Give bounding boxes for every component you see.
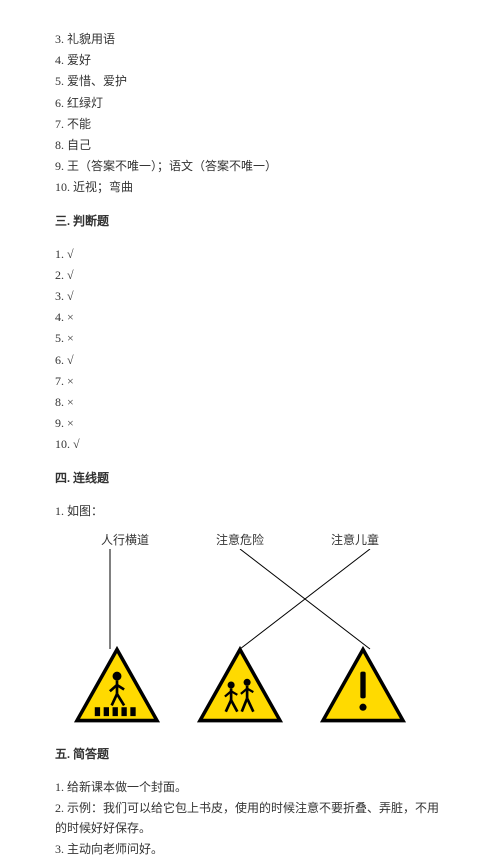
answer-line: 5. 爱惜、爱护: [55, 72, 445, 91]
answer-line: 10. 近视；弯曲: [55, 178, 445, 197]
judge-line: 7. ×: [55, 372, 445, 391]
judge-line: 9. ×: [55, 414, 445, 433]
judge-answers-block: 1. √ 2. √ 3. √ 4. × 5. × 6. √ 7. × 8. × …: [55, 245, 445, 455]
sign-children: [185, 645, 295, 731]
judge-line: 10. √: [55, 435, 445, 454]
sign-pedestrian-crossing: [62, 645, 172, 731]
danger-icon: [318, 645, 408, 725]
answer-line: 9. 王（答案不唯一）；语文（答案不唯一）: [55, 157, 445, 176]
label-children: 注意儿童: [305, 531, 405, 550]
pedestrian-crossing-icon: [72, 645, 162, 725]
short-answer-line: 2. 示例：我们可以给它包上书皮，使用的时候注意不要折叠、弄脏，不用的时候好好保…: [55, 799, 445, 837]
fill-answers-block: 3. 礼貌用语 4. 爱好 5. 爱惜、爱护 6. 红绿灯 7. 不能 8. 自…: [55, 30, 445, 198]
judge-line: 5. ×: [55, 329, 445, 348]
short-answer-line: 3. 主动向老师问好。: [55, 840, 445, 859]
answer-line: 8. 自己: [55, 136, 445, 155]
short-answers-block: 1. 给新课本做一个封面。 2. 示例：我们可以给它包上书皮，使用的时候注意不要…: [55, 778, 445, 859]
signs-row: [55, 645, 425, 731]
judge-line: 4. ×: [55, 308, 445, 327]
judge-line: 3. √: [55, 287, 445, 306]
diagram-labels: 人行横道 注意危险 注意儿童: [75, 531, 405, 550]
matching-diagram: 人行横道 注意危险 注意儿童: [55, 531, 425, 731]
children-icon: [195, 645, 285, 725]
section4-title: 四. 连线题: [55, 469, 445, 488]
section3-title: 三. 判断题: [55, 212, 445, 231]
answer-line: 7. 不能: [55, 115, 445, 134]
answer-line: 3. 礼貌用语: [55, 30, 445, 49]
answer-line: 6. 红绿灯: [55, 94, 445, 113]
judge-line: 8. ×: [55, 393, 445, 412]
short-answer-line: 1. 给新课本做一个封面。: [55, 778, 445, 797]
sign-danger: [308, 645, 418, 731]
label-pedestrian: 人行横道: [75, 531, 175, 550]
section4-intro: 1. 如图：: [55, 502, 445, 521]
judge-line: 6. √: [55, 351, 445, 370]
label-danger: 注意危险: [190, 531, 290, 550]
judge-line: 2. √: [55, 266, 445, 285]
judge-line: 1. √: [55, 245, 445, 264]
section5-title: 五. 简答题: [55, 745, 445, 764]
answer-line: 4. 爱好: [55, 51, 445, 70]
connection-lines: [55, 549, 425, 659]
